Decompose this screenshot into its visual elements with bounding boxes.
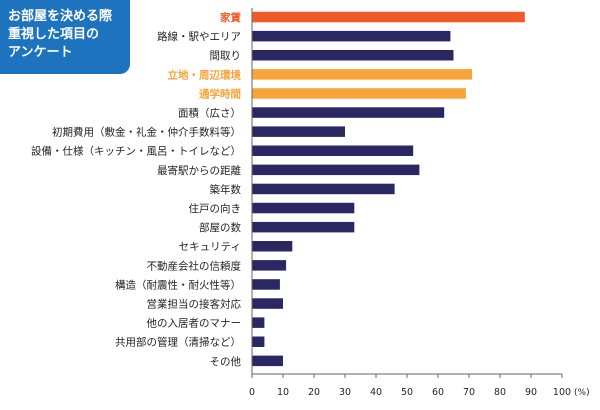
bar-6 xyxy=(252,107,445,118)
category-label-6: 面積（広さ） xyxy=(178,107,241,120)
x-tick-label-60: 60 xyxy=(432,387,444,398)
bar-5 xyxy=(252,88,466,99)
category-label-14: 不動産会社の信頼度 xyxy=(147,259,242,272)
bar-11 xyxy=(252,202,355,214)
x-tick-label-0: 0 xyxy=(249,387,255,398)
bar-8 xyxy=(252,145,414,156)
category-label-16: 営業担当の接客対応 xyxy=(147,298,242,311)
bar-18 xyxy=(252,336,265,347)
x-tick-label-90: 90 xyxy=(525,387,537,398)
bar-7 xyxy=(252,126,345,137)
bar-13 xyxy=(252,241,293,252)
bar-16 xyxy=(252,298,283,309)
category-label-5: 通学時間 xyxy=(199,87,241,100)
bar-2 xyxy=(252,30,451,42)
bar-1 xyxy=(252,11,525,23)
category-label-9: 最寄駅からの距離 xyxy=(157,164,241,177)
bar-15 xyxy=(252,279,280,290)
bar-9 xyxy=(252,164,420,176)
x-tick-label-100: 100 xyxy=(553,387,571,398)
category-label-12: 部屋の数 xyxy=(199,221,241,234)
category-label-13: セキュリティ xyxy=(179,241,241,253)
category-label-8: 設備・仕様（キッチン・風呂・トイレなど） xyxy=(31,145,241,158)
chart-title-box: お部屋を決める際 重視した項目の アンケート xyxy=(0,0,130,74)
category-label-17: 他の入居者のマナー xyxy=(147,317,242,330)
x-tick-label-10: 10 xyxy=(277,387,289,398)
x-tick-label-20: 20 xyxy=(308,387,320,398)
x-tick-label-30: 30 xyxy=(339,387,351,398)
chart-title-line-1: お部屋を決める際 xyxy=(8,9,113,24)
bar-14 xyxy=(252,260,287,271)
category-label-11: 住戸の向き xyxy=(189,202,242,215)
category-label-1: 家賃 xyxy=(220,11,241,24)
bar-12 xyxy=(252,221,355,233)
x-tick-label-70: 70 xyxy=(463,387,475,398)
category-label-19: その他 xyxy=(210,355,242,368)
category-label-2: 路線・駅やエリア xyxy=(157,30,241,43)
chart-title-line-3: アンケート xyxy=(8,45,73,60)
bar-3 xyxy=(252,50,454,61)
category-label-4: 立地・周辺環境 xyxy=(168,68,242,81)
category-label-3: 間取り xyxy=(210,50,242,62)
category-label-10: 築年数 xyxy=(210,183,242,196)
x-tick-label-40: 40 xyxy=(370,387,382,398)
x-tick-label-80: 80 xyxy=(494,387,506,398)
x-tick-label-50: 50 xyxy=(401,387,413,398)
chart-title-line-2: 重視した項目の xyxy=(8,27,100,42)
bar-19 xyxy=(252,355,283,367)
category-label-15: 構造（耐震性・耐火性等） xyxy=(115,278,241,291)
bar-17 xyxy=(252,317,265,328)
bar-10 xyxy=(252,183,395,195)
category-label-18: 共用部の管理（清掃など） xyxy=(115,336,241,349)
x-axis-unit: (%) xyxy=(574,388,590,398)
bar-4 xyxy=(252,69,473,80)
category-label-7: 初期費用（敷金・礼金・仲介手数料等） xyxy=(52,126,241,139)
